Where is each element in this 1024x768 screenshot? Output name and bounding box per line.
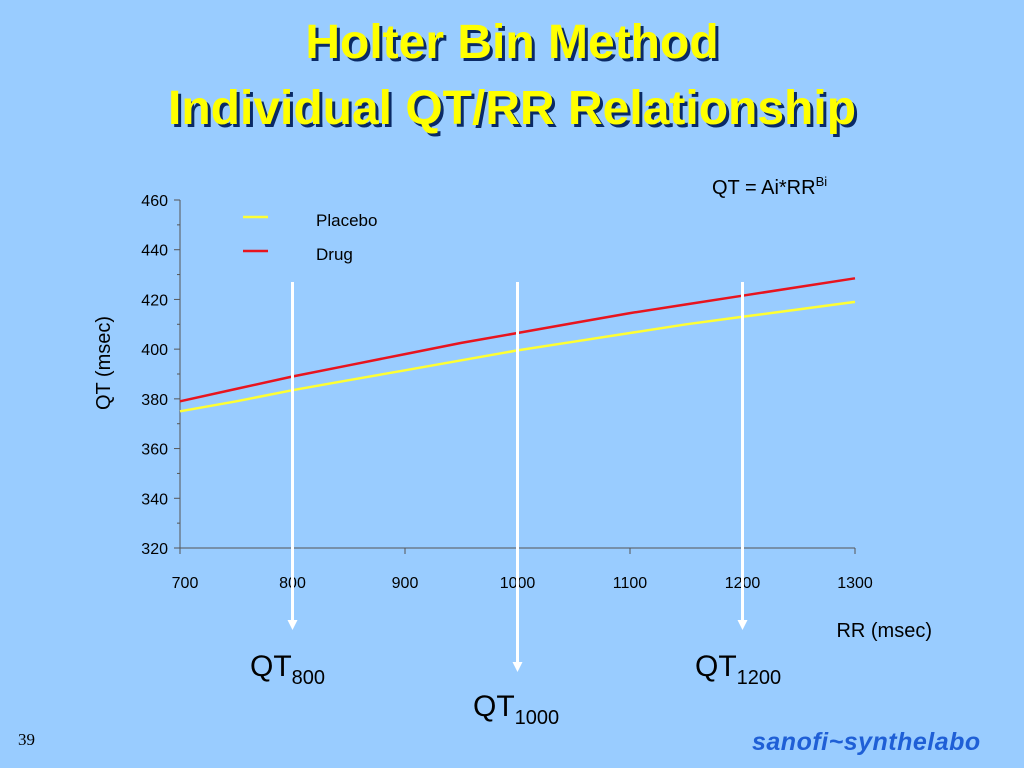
y-tick-label: 360	[141, 442, 168, 459]
arrow-head-800	[287, 620, 298, 630]
qt1000-label: QT1000	[473, 690, 559, 730]
y-tick-label: 460	[141, 193, 168, 210]
chart-axes: 3203403603804004204404607008009001000110…	[141, 193, 873, 592]
slide-number: 39	[18, 730, 35, 749]
formula: QT = Ai*RRBi	[712, 174, 827, 199]
legend-label-placebo: Placebo	[316, 211, 377, 230]
formula-superscript: Bi	[816, 174, 828, 189]
qt1000-base: QT	[473, 690, 515, 723]
x-tick-label: 700	[172, 575, 199, 592]
y-tick-label: 440	[141, 243, 168, 260]
x-tick-label: 1300	[837, 575, 873, 592]
qt800-label: QT800	[250, 650, 325, 690]
arrow-head-1200	[737, 620, 748, 630]
x-tick-label: 1100	[613, 575, 648, 592]
qt1000-sub: 1000	[514, 707, 560, 729]
qt800-base: QT	[250, 650, 292, 683]
y-tick-label: 340	[141, 491, 168, 508]
y-axis-label: QT (msec)	[93, 316, 115, 410]
y-tick-label: 320	[141, 541, 168, 558]
slide-title-line2: Individual QT/RR Relationship	[167, 82, 857, 135]
qt1200-base: QT	[695, 650, 737, 683]
x-axis-label: RR (msec)	[836, 620, 932, 642]
formula-base: QT = Ai*RR	[712, 177, 816, 199]
y-tick-label: 420	[141, 292, 168, 309]
company-logo: sanofi~synthelabo	[752, 728, 981, 756]
qt1200-label: QT1200	[695, 650, 781, 690]
x-tick-label: 900	[392, 575, 419, 592]
legend-label-drug: Drug	[316, 245, 353, 264]
y-tick-label: 400	[141, 342, 168, 359]
chart-legend: Placebo Drug	[243, 211, 377, 264]
slide-title-line1: Holter Bin Method	[305, 16, 719, 69]
arrow-head-1000	[512, 662, 523, 672]
qt800-sub: 800	[291, 667, 326, 689]
y-tick-label: 380	[141, 392, 168, 409]
marker-arrows	[287, 282, 748, 672]
qt1200-sub: 1200	[736, 667, 782, 689]
